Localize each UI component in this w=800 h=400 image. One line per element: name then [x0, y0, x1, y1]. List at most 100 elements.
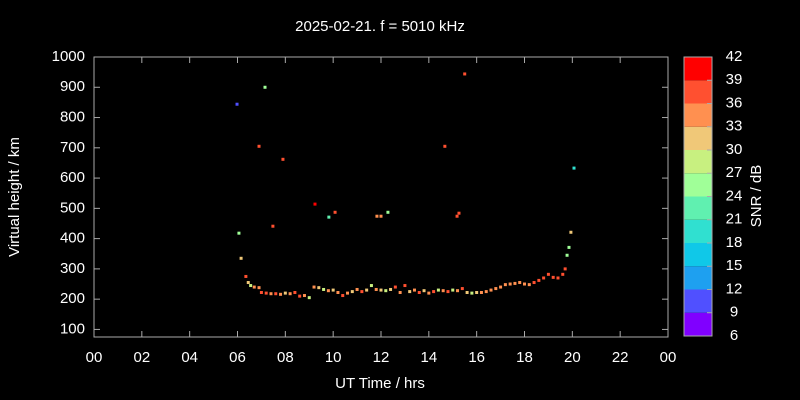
- x-tick-label: 10: [325, 349, 342, 366]
- y-tick-label: 900: [60, 78, 85, 95]
- colorbar-tick-label: 9: [730, 304, 738, 321]
- point: [523, 282, 526, 286]
- point: [259, 291, 263, 295]
- point: [365, 288, 369, 292]
- point: [235, 102, 239, 106]
- point: [393, 285, 397, 289]
- colorbar-band: [684, 219, 712, 243]
- point: [355, 287, 359, 291]
- y-tick-label: 700: [60, 139, 85, 156]
- y-tick-label: 100: [60, 320, 85, 337]
- point: [499, 285, 503, 289]
- x-tick-label: 02: [133, 349, 150, 366]
- point: [484, 290, 488, 294]
- point: [422, 289, 426, 293]
- point: [494, 287, 498, 291]
- colorbar-tick-label: 6: [730, 327, 738, 344]
- colorbar-tick-label: 39: [726, 71, 743, 88]
- colorbar-band: [684, 289, 712, 313]
- point: [379, 214, 383, 218]
- y-tick-label: 800: [60, 109, 85, 126]
- point: [346, 291, 350, 295]
- point: [326, 289, 330, 293]
- colorbar-band: [684, 173, 712, 197]
- x-axis-label: UT Time / hrs: [335, 375, 425, 392]
- colorbar-tick-label: 21: [726, 211, 743, 228]
- point: [446, 290, 450, 294]
- point: [567, 245, 571, 249]
- point: [503, 283, 507, 287]
- y-tick-label: 600: [60, 169, 85, 186]
- point: [451, 288, 455, 292]
- point: [281, 157, 285, 161]
- point: [457, 211, 461, 215]
- point: [313, 202, 317, 206]
- x-tick-label: 04: [181, 349, 198, 366]
- point: [327, 215, 331, 219]
- point: [572, 166, 576, 170]
- colorbar-band: [684, 196, 712, 220]
- point: [417, 291, 421, 295]
- x-tick-label: 20: [564, 349, 581, 366]
- x-tick-label: 14: [420, 349, 437, 366]
- x-tick-label: 08: [277, 349, 294, 366]
- point: [302, 294, 306, 298]
- colorbar-label: SNR / dB: [748, 165, 765, 228]
- point: [443, 144, 447, 148]
- point: [412, 288, 416, 292]
- colorbar-tick-label: 30: [726, 141, 743, 158]
- point: [463, 72, 467, 76]
- point: [398, 291, 402, 295]
- point: [336, 291, 340, 295]
- point: [350, 290, 354, 294]
- point: [307, 296, 311, 300]
- point: [312, 285, 316, 289]
- point: [518, 281, 522, 285]
- point: [489, 288, 493, 292]
- point: [269, 292, 273, 296]
- point: [542, 276, 546, 280]
- point: [293, 291, 297, 295]
- colorbar-band: [684, 57, 712, 81]
- point: [322, 287, 326, 291]
- point: [239, 256, 243, 260]
- x-tick-label: 00: [86, 349, 103, 366]
- point: [556, 276, 560, 280]
- point: [317, 286, 321, 290]
- point: [456, 289, 460, 293]
- x-tick-label: 22: [612, 349, 629, 366]
- x-tick-label: 16: [468, 349, 485, 366]
- point: [375, 214, 379, 218]
- colorbar-tick-label: 15: [726, 257, 743, 274]
- point: [563, 267, 567, 271]
- colorbar-tick-label: 33: [726, 118, 743, 135]
- point: [537, 278, 541, 282]
- point: [264, 291, 268, 295]
- point: [386, 210, 390, 214]
- y-tick-label: 300: [60, 260, 85, 277]
- point: [360, 290, 364, 294]
- point: [384, 289, 388, 293]
- y-axis-label: Virtual height / km: [6, 137, 23, 257]
- colorbar-band: [684, 312, 712, 336]
- point: [460, 287, 464, 291]
- point: [408, 290, 412, 294]
- x-tick-label: 00: [660, 349, 677, 366]
- point: [283, 291, 287, 295]
- point: [237, 231, 241, 235]
- point: [532, 281, 536, 285]
- point: [475, 291, 479, 295]
- colorbar-band: [684, 266, 712, 290]
- point: [298, 294, 302, 298]
- colorbar-band: [684, 126, 712, 150]
- point: [527, 283, 531, 287]
- x-tick-label: 12: [373, 349, 390, 366]
- point: [333, 210, 337, 214]
- point: [249, 284, 253, 288]
- point: [369, 284, 373, 288]
- point: [257, 286, 261, 290]
- point: [513, 281, 517, 285]
- colorbar-band: [684, 243, 712, 267]
